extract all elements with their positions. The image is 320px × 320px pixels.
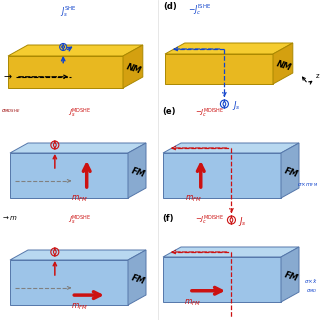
Text: $\sigma\!\times\!\hat{x}$: $\sigma\!\times\!\hat{x}$ [304, 277, 318, 286]
Text: $J_s^{\rm MDSHE}$: $J_s^{\rm MDSHE}$ [68, 107, 92, 120]
Polygon shape [128, 143, 146, 198]
Text: $\sigma_{MDSHE}$: $\sigma_{MDSHE}$ [1, 107, 20, 115]
Polygon shape [165, 54, 273, 84]
Text: $\sigma\!\times\!m_{\rm FM}$: $\sigma\!\times\!m_{\rm FM}$ [297, 180, 318, 189]
Text: (d): (d) [163, 2, 177, 11]
Text: NM: NM [125, 62, 143, 75]
Text: $\rightarrow$: $\rightarrow$ [2, 71, 13, 81]
Text: $J_s$: $J_s$ [238, 215, 247, 228]
Polygon shape [8, 45, 143, 56]
Text: NM: NM [275, 59, 292, 72]
Text: $J_s$: $J_s$ [232, 100, 241, 113]
Polygon shape [10, 153, 128, 198]
Text: $\sigma_{MD}$: $\sigma_{MD}$ [306, 287, 318, 295]
Polygon shape [128, 250, 146, 305]
Text: FM: FM [283, 270, 299, 283]
Text: $-J_c^{\rm ISHE}$: $-J_c^{\rm ISHE}$ [188, 2, 212, 17]
Polygon shape [163, 257, 281, 302]
Text: (f): (f) [162, 214, 173, 223]
Polygon shape [163, 247, 299, 257]
Text: FM: FM [130, 166, 146, 179]
Polygon shape [10, 250, 146, 260]
Polygon shape [10, 143, 146, 153]
Text: FM: FM [283, 166, 299, 179]
Text: $\rightarrow m$: $\rightarrow m$ [1, 214, 18, 222]
Polygon shape [281, 247, 299, 302]
Polygon shape [273, 43, 293, 84]
Text: $m_{FM}$: $m_{FM}$ [184, 298, 201, 308]
Text: z: z [316, 73, 320, 79]
Polygon shape [163, 153, 281, 198]
Polygon shape [123, 45, 143, 88]
Text: (e): (e) [162, 107, 175, 116]
Text: $-J_c^{\rm MDISHE}$: $-J_c^{\rm MDISHE}$ [195, 107, 225, 120]
Text: $J_s^{\rm MDSHE}$: $J_s^{\rm MDSHE}$ [68, 214, 92, 227]
Text: FM: FM [130, 273, 146, 286]
Text: $-J_c^{\rm MDISHE}$: $-J_c^{\rm MDISHE}$ [195, 214, 225, 227]
Polygon shape [165, 43, 293, 54]
Polygon shape [8, 56, 123, 88]
Polygon shape [281, 143, 299, 198]
Polygon shape [10, 260, 128, 305]
Text: $J_s^{\rm SHE}$: $J_s^{\rm SHE}$ [60, 4, 76, 19]
Polygon shape [163, 143, 299, 153]
Text: $m_{FM}$: $m_{FM}$ [71, 301, 88, 311]
Text: $m_{FM}$: $m_{FM}$ [185, 194, 202, 204]
Text: $m_{FM}$: $m_{FM}$ [71, 194, 88, 204]
